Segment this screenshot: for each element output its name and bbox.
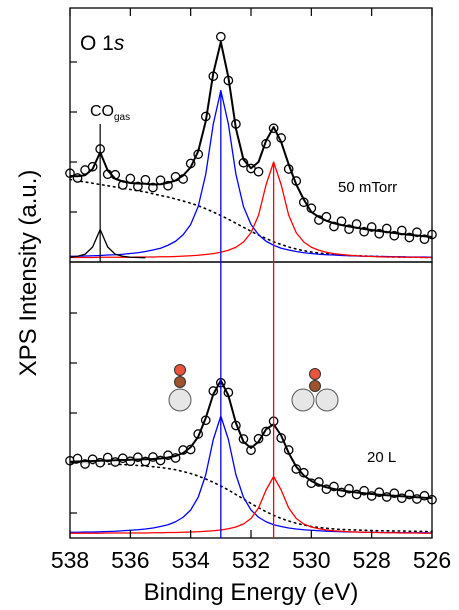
y-axis-title: XPS Intensity (a.u.) — [15, 170, 42, 377]
molecule-icon — [291, 368, 339, 412]
background-curve — [69, 462, 433, 533]
plot-marks: 538 536 534 532 530 528 526 — [51, 7, 451, 573]
panel-label: O 1s — [80, 32, 125, 55]
component-curve — [69, 228, 146, 259]
data-point — [246, 445, 256, 456]
panel-label-text: O 1 — [80, 32, 114, 55]
x-tick-label: 530 — [292, 547, 330, 573]
fit-curve — [69, 379, 433, 499]
x-tick-label: 528 — [352, 547, 390, 573]
component-curve — [70, 415, 433, 534]
x-tick-label: 526 — [413, 547, 451, 573]
component-curve — [70, 161, 432, 259]
co-label-subscript: gas — [114, 112, 130, 123]
x-axis-title: Binding Energy (eV) — [144, 579, 359, 606]
co-label: COgas — [90, 103, 130, 123]
co-label-text: CO — [90, 103, 114, 120]
condition-label: 50 mTorr — [338, 179, 397, 196]
fit-curve — [69, 41, 433, 238]
x-tick-label: 534 — [171, 547, 210, 573]
molecule-icon — [168, 364, 192, 412]
data-point — [253, 166, 264, 177]
x-tick-label: 538 — [51, 547, 89, 573]
panel-label-italic: s — [114, 32, 125, 55]
data-point — [298, 467, 309, 478]
x-tick-label: 532 — [232, 547, 270, 573]
data-point — [215, 31, 226, 42]
x-tick-label: 536 — [111, 547, 149, 573]
condition-label: 20 L — [367, 449, 396, 466]
component-curve — [70, 475, 432, 534]
